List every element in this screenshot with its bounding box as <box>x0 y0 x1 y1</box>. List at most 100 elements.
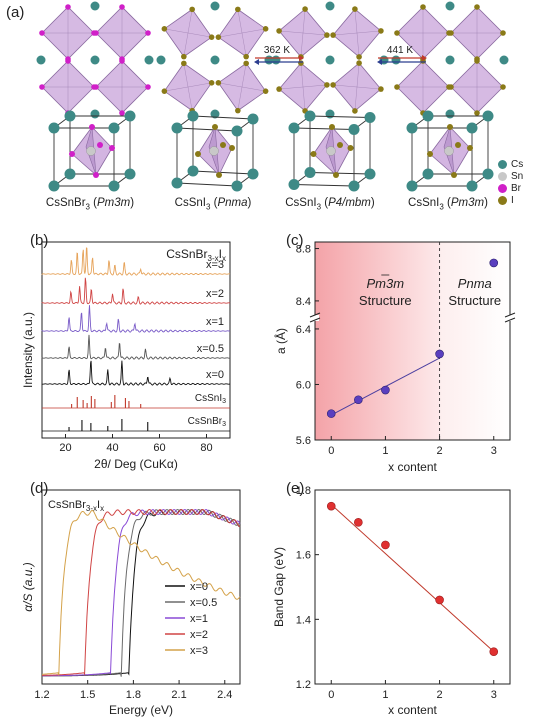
curve-label: x=1 <box>206 316 224 328</box>
orthorhombic-region <box>439 242 510 440</box>
panel-label-a: (a) <box>6 4 25 21</box>
atom-color-swatch <box>498 195 507 205</box>
x-tick-label: 60 <box>153 442 165 454</box>
halide-atom <box>189 6 195 13</box>
cs-atom <box>156 55 166 65</box>
halide-atom <box>119 4 125 10</box>
x-tick-label: 1 <box>382 689 388 701</box>
halide-atom <box>474 4 480 10</box>
cs-atom <box>422 110 434 122</box>
octahedron-edge <box>300 63 306 111</box>
cs-atom <box>288 179 300 190</box>
structure-caption: CsSnI3 (Pnma) <box>174 197 252 212</box>
octahedra-network-1 <box>36 1 154 119</box>
halide-atom <box>298 60 304 66</box>
caption-compound: CsSnI <box>174 197 206 209</box>
halide-atom <box>229 145 235 151</box>
unit-cell-2 <box>171 110 259 192</box>
cell-edge <box>293 184 355 187</box>
halide-atom <box>235 6 241 13</box>
cs-atom <box>64 110 76 122</box>
atom-legend-item: Cs <box>498 158 538 170</box>
halide-atom <box>208 80 215 86</box>
data-point <box>326 501 336 511</box>
x-axis-label: 2θ/ Deg (CuKα) <box>94 457 178 471</box>
cell-edge <box>309 172 371 175</box>
cs-atom <box>210 109 220 119</box>
y-tick-label: 1.6 <box>296 550 311 562</box>
unit-cell-4 <box>406 110 494 192</box>
cs-atom <box>466 122 478 134</box>
y-tick-label: 1.2 <box>296 679 311 691</box>
absorption-curve <box>42 508 241 676</box>
cs-atom <box>144 55 154 65</box>
halide-atom <box>330 32 336 38</box>
caption-compound: CsSnBr <box>45 197 86 209</box>
cs-atom <box>445 55 455 65</box>
panel-label-e: (e) <box>286 480 305 497</box>
halide-atom <box>330 82 336 88</box>
band-gap-chart: 0 1 2 3 1.2 1.4 1.6 1.8 x content Band Gap (eV) <box>272 485 511 717</box>
halide-atom <box>93 84 99 90</box>
octahedra-network-4 <box>391 1 509 119</box>
curve-label: x=2 <box>206 288 224 300</box>
cs-atom <box>325 1 335 11</box>
cs-atom <box>108 122 120 134</box>
chart-title: CsSnBr3-xIx <box>166 247 226 263</box>
halide-atom <box>220 142 226 148</box>
curve-label: x=0.5 <box>197 343 224 355</box>
x-tick-label: 1.8 <box>126 689 141 701</box>
halide-atom <box>276 28 282 34</box>
halide-atom <box>347 145 354 151</box>
plot-frame <box>41 241 231 439</box>
cs-atom <box>422 168 434 180</box>
x-axis-label: Energy (eV) <box>109 703 173 717</box>
plot-frame <box>314 489 511 685</box>
cell-edge <box>176 182 238 187</box>
cs-atom <box>445 1 455 11</box>
cell-edge <box>192 115 254 120</box>
halide-atom <box>65 58 71 64</box>
absorption-curve <box>42 508 241 677</box>
halide-atom <box>216 172 222 178</box>
halide-atom <box>161 88 168 94</box>
panel-label-d: (d) <box>30 480 49 497</box>
y-tick-label: 1.8 <box>296 485 311 497</box>
crystal-structures-figure: 362 K 441 K <box>36 1 509 192</box>
x-axis-label: x content <box>388 460 437 474</box>
halide-atom <box>447 124 453 130</box>
cs-atom <box>247 113 259 125</box>
axis-break-mark <box>309 317 321 323</box>
halide-atom <box>500 84 506 90</box>
cs-atom <box>171 177 183 189</box>
cs-atom <box>364 112 376 123</box>
structure-caption: CsSnI3 (Pm3m) <box>408 197 488 212</box>
unit-cell-1 <box>48 110 136 192</box>
reference-label: CsSnI3 <box>195 393 226 405</box>
cell-edge <box>309 115 371 118</box>
halide-atom <box>474 110 480 116</box>
y-tick-label: 1.4 <box>296 614 311 626</box>
caption-space-group: Pnma <box>217 197 248 209</box>
cs-atom <box>325 109 335 119</box>
cs-atom <box>406 180 418 192</box>
halide-atom <box>337 142 343 148</box>
halide-atom <box>455 142 461 148</box>
arrowhead <box>422 55 427 61</box>
structure-caption: CsSnI3 (P4/mbm) <box>285 197 375 212</box>
curve-label: x=3 <box>206 259 224 271</box>
halide-atom <box>394 30 400 36</box>
halide-atom <box>378 86 384 92</box>
cell-edge <box>293 127 355 130</box>
sn-atom <box>326 146 336 156</box>
axis-break-gap <box>311 315 319 321</box>
x-tick-label: 1.2 <box>34 689 49 701</box>
cs-atom <box>288 122 300 134</box>
cs-atom <box>247 168 259 180</box>
cs-atom <box>210 1 220 11</box>
unit-cell-3 <box>288 110 376 192</box>
octahedra-network-3 <box>271 1 389 119</box>
halide-atom <box>181 53 187 60</box>
atom-legend-label: Br <box>511 182 521 194</box>
atom-legend: Cs Sn Br I <box>498 158 538 206</box>
